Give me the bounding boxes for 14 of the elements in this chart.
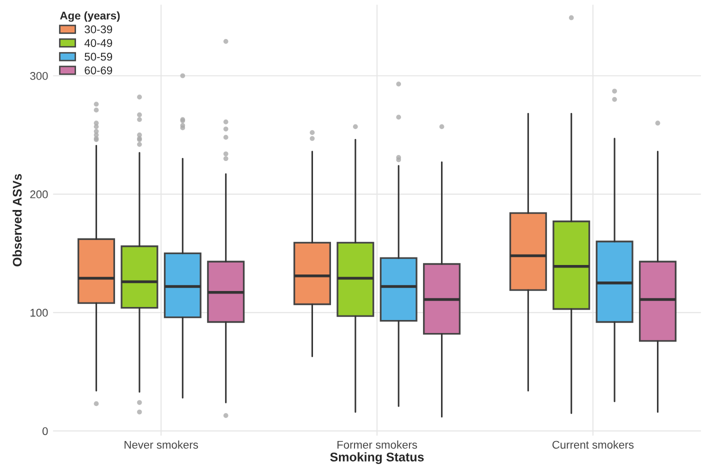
legend-title: Age (years) (60, 11, 120, 22)
x-tick-label: Former smokers (337, 440, 418, 449)
x-axis-title: Smoking Status (330, 452, 424, 464)
x-tick-label: Never smokers (124, 440, 198, 449)
legend-label: 60-69 (84, 66, 112, 74)
legend-label: 30-39 (84, 25, 112, 34)
y-tick-label: 300 (30, 72, 48, 80)
legend-label: 50-59 (84, 52, 112, 61)
y-axis-title: Observed ASVs (12, 174, 22, 266)
y-tick-label: 100 (30, 308, 48, 317)
x-tick-label: Current smokers (552, 440, 634, 449)
y-tick-label: 200 (30, 190, 48, 198)
legend-label: 40-49 (84, 39, 112, 47)
y-tick-label: 0 (42, 427, 48, 436)
